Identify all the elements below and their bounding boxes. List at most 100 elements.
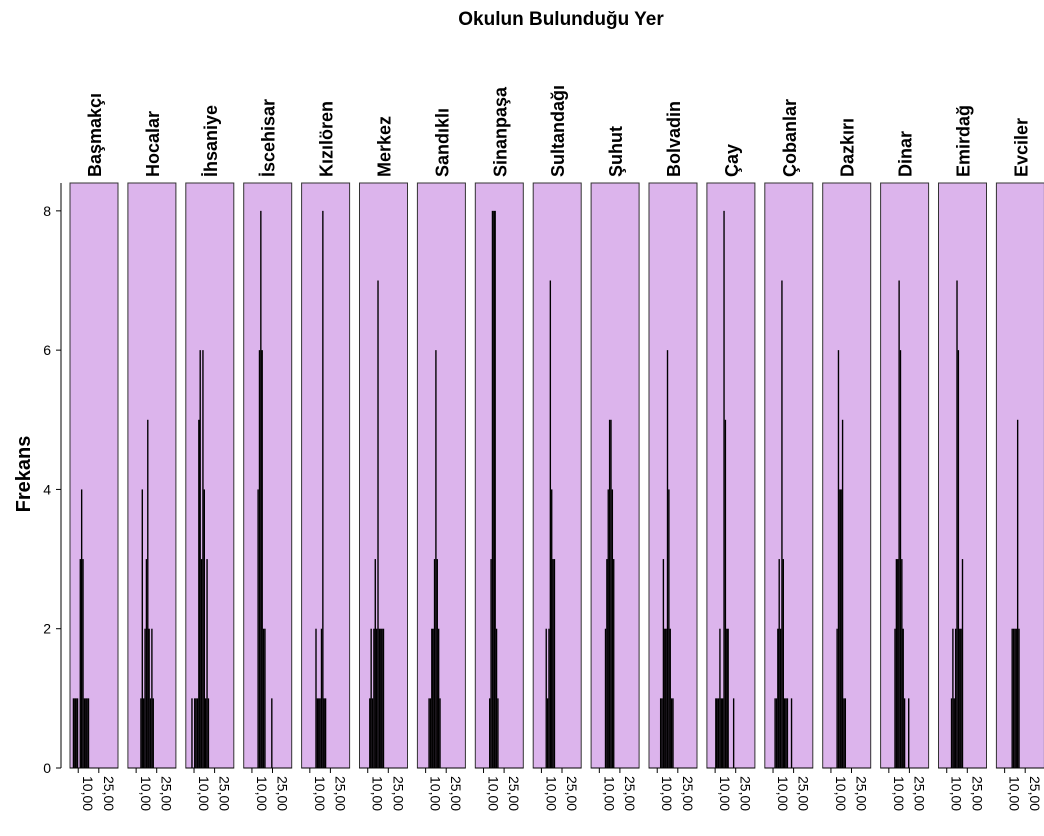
panel-background — [764, 182, 814, 769]
x-tick-label: 25,00 — [969, 776, 985, 811]
histogram-bar — [316, 698, 319, 768]
histogram-bar — [908, 698, 910, 768]
histogram-bar — [491, 210, 494, 768]
histogram-bar — [606, 559, 608, 768]
histogram-bar — [899, 350, 902, 768]
panel-background — [185, 182, 235, 769]
x-tick-label: 10,00 — [1007, 776, 1023, 811]
x-tick-label: 10,00 — [775, 776, 791, 811]
panel-label: Emirdağ — [954, 105, 974, 177]
panel: Sinanpaşa 10,00 25,00 — [474, 86, 524, 811]
x-tick-label: 25,00 — [680, 776, 696, 811]
histogram-bar — [672, 698, 674, 768]
histogram-bar — [439, 698, 441, 768]
panel: Hocalar 10,00 25,00 — [127, 111, 177, 811]
histogram-bar — [1016, 419, 1019, 768]
histogram-bar — [260, 210, 262, 768]
histogram-bar — [716, 698, 718, 768]
histogram-bar — [840, 489, 842, 768]
x-tick-label: 10,00 — [833, 776, 849, 811]
histogram-bar — [895, 559, 898, 768]
histogram-bar — [778, 559, 780, 768]
histogram-bar — [191, 698, 193, 768]
histogram-bar — [902, 628, 904, 768]
x-tick-label: 10,00 — [312, 776, 328, 811]
x-tick-label: 10,00 — [196, 776, 212, 811]
x-tick-label: 25,00 — [390, 776, 406, 811]
histogram-bar — [666, 350, 669, 768]
x-tick-label: 25,00 — [796, 776, 812, 811]
panel: Şuhut 10,00 25,00 — [590, 126, 640, 811]
panel-label: Sandıklı — [432, 108, 452, 177]
histogram-bar — [777, 628, 779, 768]
histogram-bar — [549, 280, 552, 768]
histogram-bar — [206, 559, 208, 768]
x-tick-label: 10,00 — [370, 776, 386, 811]
histogram-bar — [726, 628, 728, 768]
x-tick-label: 25,00 — [101, 776, 117, 811]
histogram-bar — [954, 628, 957, 768]
histogram-bar — [901, 559, 903, 768]
histogram-bar — [147, 419, 149, 768]
histogram-bar — [723, 210, 725, 768]
histogram-bar — [436, 559, 438, 768]
x-tick-label: 25,00 — [738, 776, 754, 811]
histogram-bar — [202, 350, 204, 768]
panel-background — [243, 182, 293, 769]
panel: Emirdağ 10,00 25,00 — [938, 105, 987, 811]
histogram-bar — [903, 698, 906, 768]
panel-label: Başmakçı — [85, 93, 105, 177]
x-tick-label: 10,00 — [486, 776, 502, 811]
panel: Evciler 10,00 25,00 — [995, 118, 1044, 811]
histogram-bar — [664, 628, 666, 768]
panel-label: Çobanlar — [780, 99, 800, 177]
histogram-bar — [897, 559, 899, 768]
histogram-bar — [76, 698, 79, 768]
histogram-bar — [784, 698, 786, 768]
x-tick-label: 10,00 — [949, 776, 965, 811]
panel-background — [706, 182, 756, 769]
histogram-bar — [207, 698, 210, 768]
panel-label: Sinanpaşa — [490, 86, 510, 177]
panel-label: Evciler — [1011, 118, 1031, 177]
y-axis: 0 2 4 6 8 — [43, 183, 62, 776]
histogram-bar — [659, 698, 662, 768]
histogram-bar — [546, 698, 549, 768]
histogram-bar — [271, 698, 273, 768]
panel-label: İhsaniye — [201, 105, 221, 177]
histogram-bar — [956, 280, 958, 768]
histogram-bar — [140, 698, 142, 768]
panel: Çay 10,00 25,00 — [706, 144, 756, 811]
histogram-bar — [198, 419, 200, 768]
panel-label: Dazkırı — [838, 118, 858, 177]
x-tick-label: 25,00 — [854, 776, 870, 811]
histogram-bar — [844, 698, 847, 768]
histogram-bar — [715, 698, 717, 768]
y-tick-label: 4 — [43, 481, 51, 497]
histogram-bar — [495, 628, 498, 768]
panel-background — [648, 182, 698, 769]
histogram-bar — [432, 628, 434, 768]
panel-background — [532, 182, 582, 769]
histogram-bar — [74, 698, 76, 768]
panel-label: Kızılören — [317, 101, 337, 177]
histogram-bar — [610, 419, 612, 768]
histogram-bar — [551, 489, 553, 768]
histogram-bar — [431, 628, 433, 768]
histogram-bar — [373, 628, 375, 768]
histogram-bar — [782, 559, 784, 768]
panel-background — [474, 182, 524, 769]
histogram-bar — [779, 628, 782, 768]
x-tick-label: 25,00 — [564, 776, 580, 811]
x-tick-label: 10,00 — [659, 776, 675, 811]
histogram-bar — [494, 210, 496, 768]
y-tick-label: 6 — [43, 342, 51, 358]
panel-background — [995, 182, 1044, 769]
x-tick-label: 10,00 — [138, 776, 154, 811]
panel: Dazkırı 10,00 25,00 — [822, 118, 872, 811]
histogram-bar — [380, 628, 382, 768]
histogram-bar — [837, 350, 840, 768]
histogram-bar — [148, 628, 150, 768]
histogram-bar — [85, 698, 87, 768]
